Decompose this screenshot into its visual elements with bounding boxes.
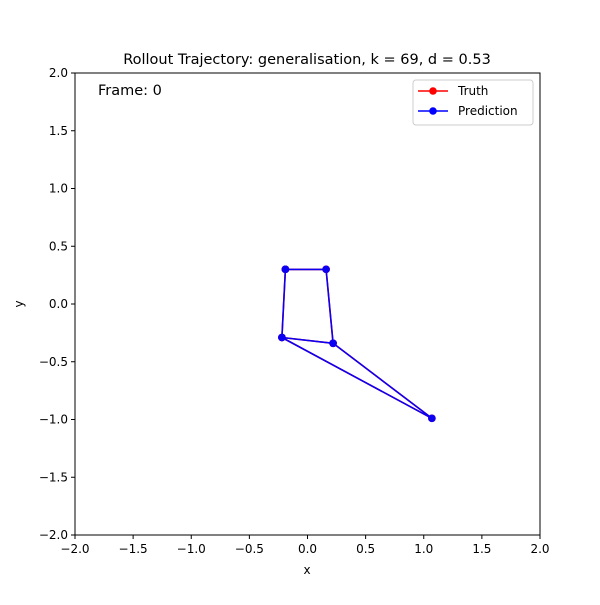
x-tick-label: 0.0 bbox=[298, 542, 317, 556]
series-layer bbox=[278, 265, 436, 423]
data-point-prediction bbox=[428, 414, 436, 423]
x-tick-label: 1.5 bbox=[472, 542, 491, 556]
y-tick-label: −0.5 bbox=[39, 355, 68, 369]
y-tick-label: 1.0 bbox=[49, 182, 68, 196]
legend: Truth Prediction bbox=[412, 79, 534, 126]
legend-label: Prediction bbox=[458, 104, 518, 118]
x-tick-label: −1.0 bbox=[177, 542, 206, 556]
chart-title: Rollout Trajectory: generalisation, k = … bbox=[123, 52, 491, 68]
y-tick-label: 0.5 bbox=[49, 239, 68, 253]
data-point-prediction bbox=[329, 339, 337, 348]
x-tick-label: 2.0 bbox=[530, 542, 549, 556]
frame-annotation: Frame: 0 bbox=[98, 83, 162, 99]
data-point-prediction bbox=[281, 265, 290, 274]
x-tick-label: 1.0 bbox=[414, 542, 433, 556]
y-tick-label: −2.0 bbox=[39, 528, 68, 542]
y-tick-label: 0.0 bbox=[49, 297, 68, 311]
x-tick-label: 0.5 bbox=[356, 542, 375, 556]
x-tick-label: −1.5 bbox=[119, 542, 148, 556]
x-tick-label: −2.0 bbox=[60, 542, 89, 556]
data-point-prediction bbox=[278, 333, 286, 342]
y-axis-label: y bbox=[12, 300, 26, 307]
y-tick-label: −1.0 bbox=[39, 413, 68, 427]
legend-marker bbox=[429, 87, 437, 95]
y-tick-label: 2.0 bbox=[49, 66, 68, 80]
legend-label: Truth bbox=[457, 84, 488, 98]
x-axis: −2.0 −1.5 −1.0 −0.5 0.0 0.5 1.0 1.5 2.0 bbox=[60, 535, 550, 556]
series-line-prediction bbox=[281, 268, 433, 420]
y-axis: −2.0 −1.5 −1.0 −0.5 0.0 0.5 1.0 1.5 2.0 bbox=[39, 66, 75, 542]
y-tick-label: −1.5 bbox=[39, 470, 68, 484]
legend-marker bbox=[429, 107, 437, 115]
y-tick-label: 1.5 bbox=[49, 124, 68, 138]
data-point-prediction bbox=[322, 265, 330, 274]
x-tick-label: −0.5 bbox=[235, 542, 264, 556]
x-axis-label: x bbox=[303, 563, 310, 577]
series-prediction bbox=[278, 265, 436, 423]
